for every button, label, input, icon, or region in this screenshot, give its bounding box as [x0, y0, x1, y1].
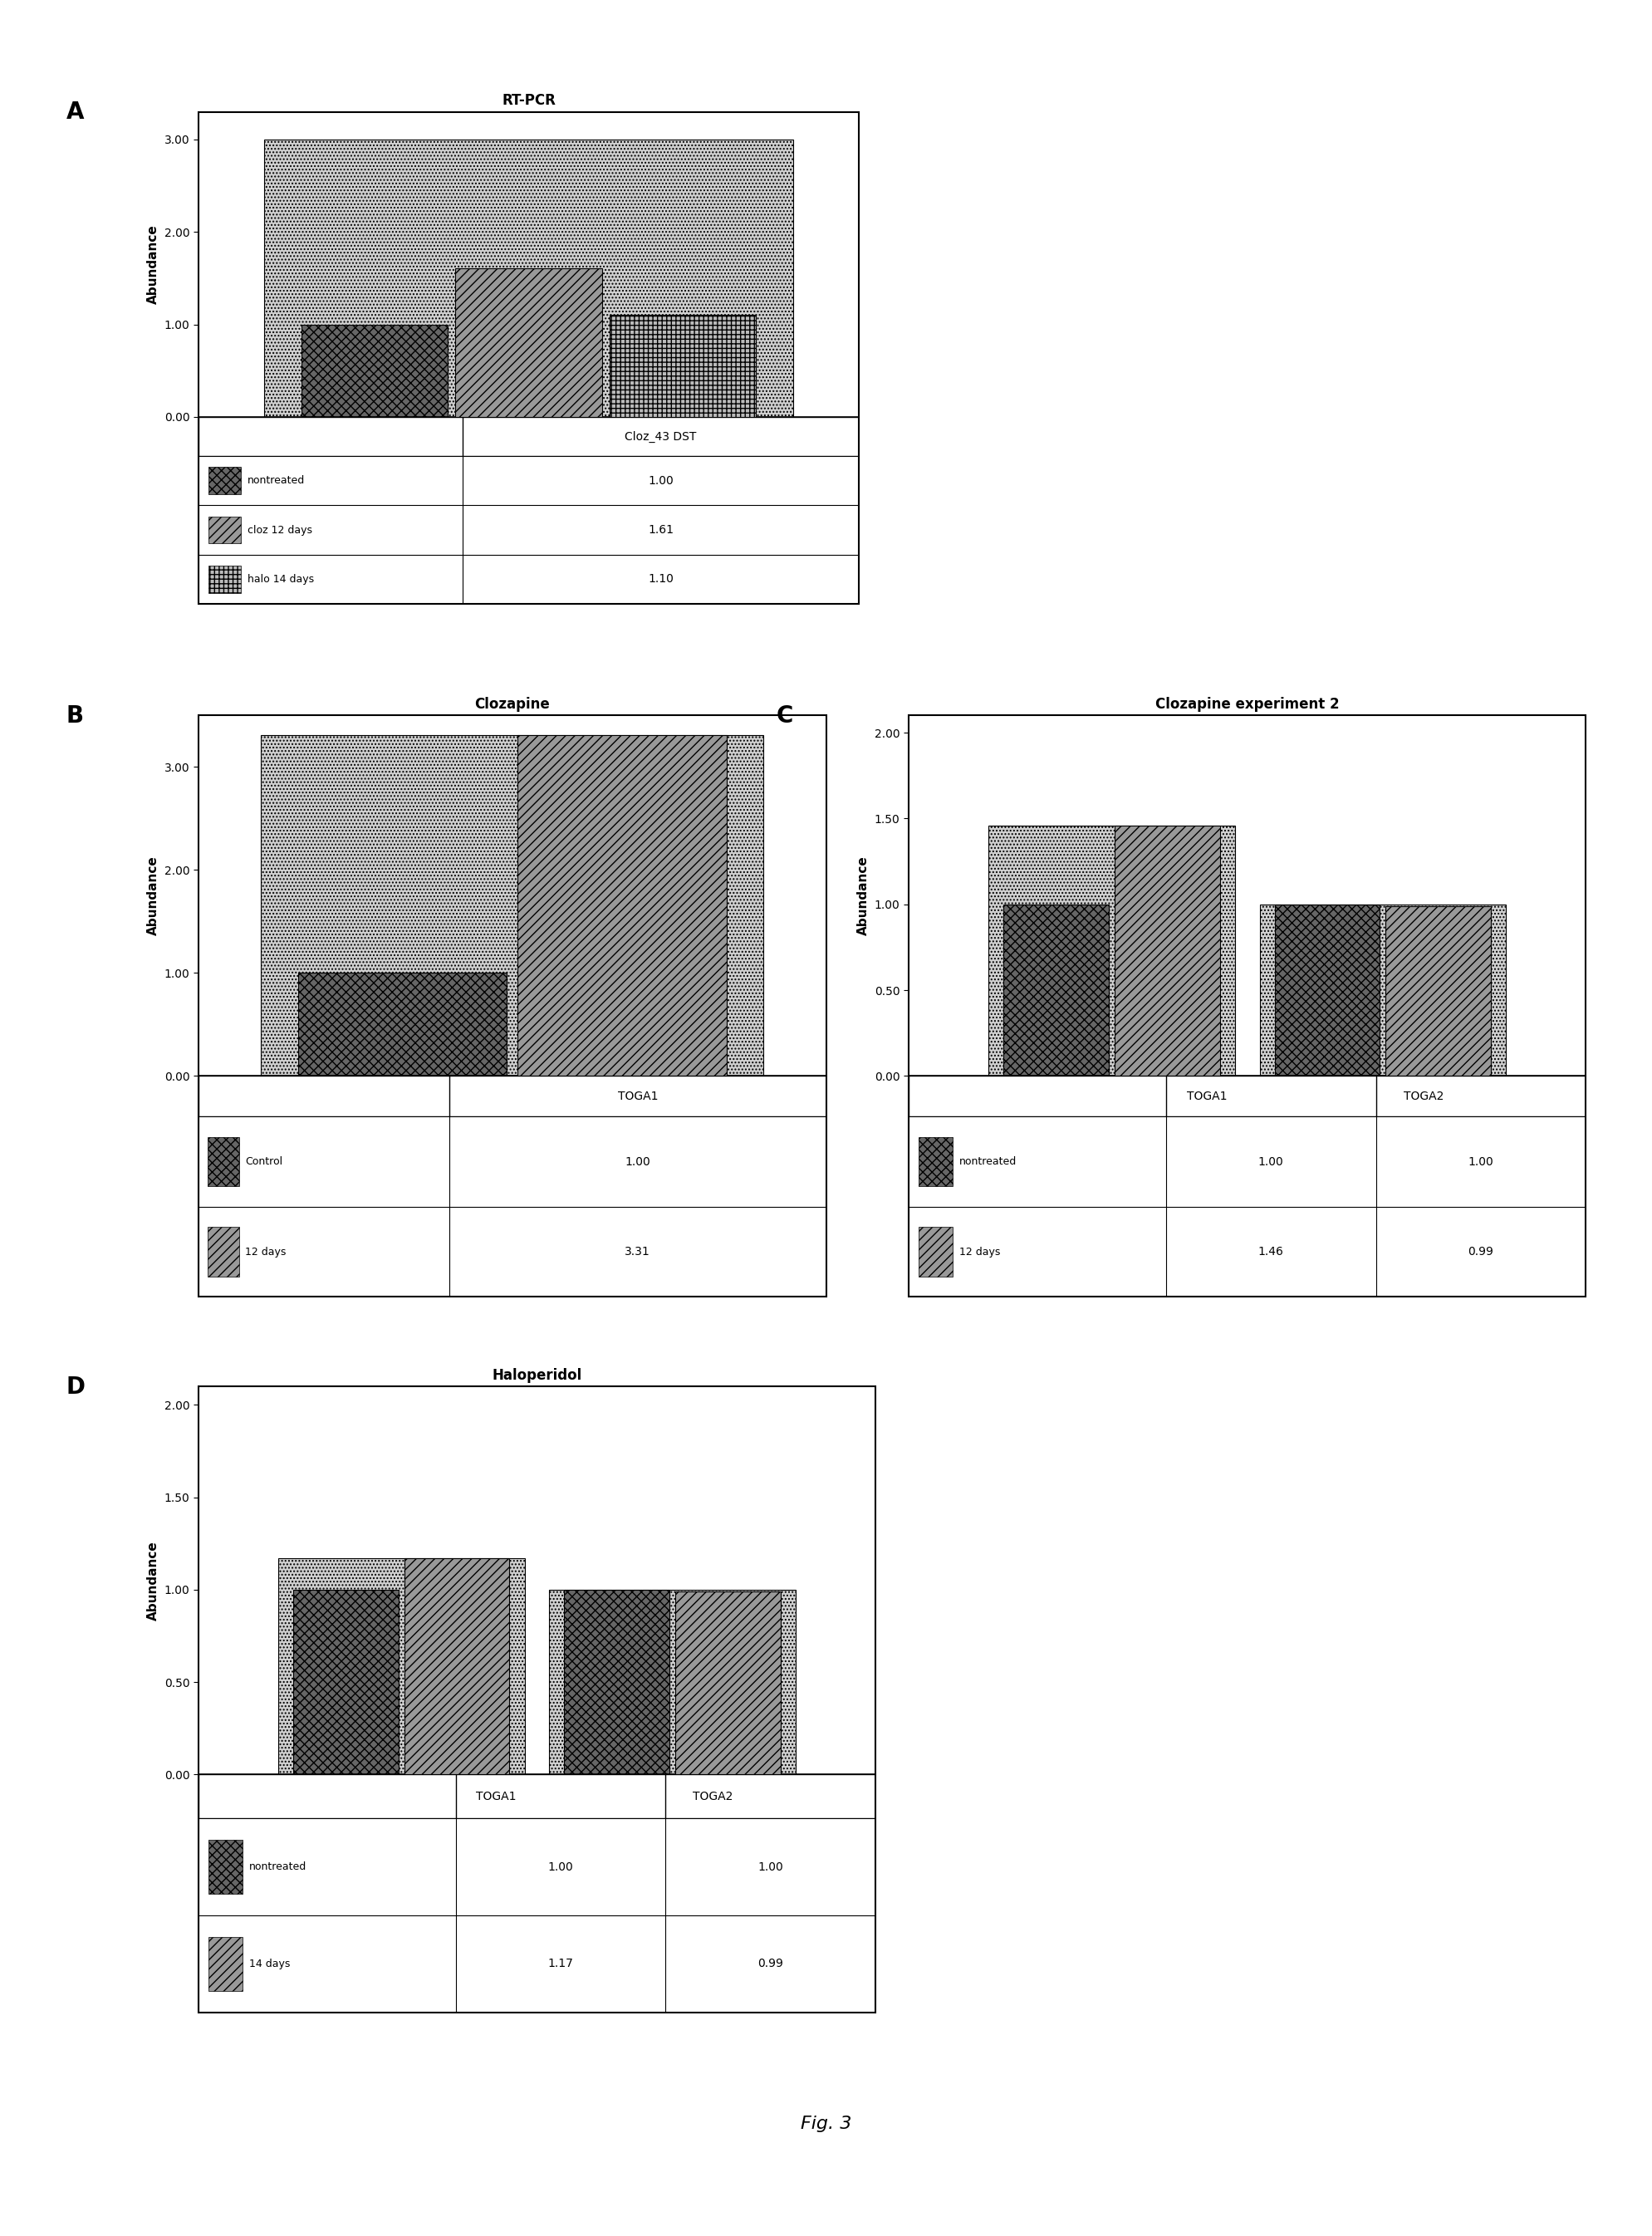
Bar — [456, 268, 601, 416]
Text: 1.00: 1.00 — [624, 1156, 651, 1167]
Bar — [988, 825, 1236, 1076]
Bar — [1259, 903, 1507, 1076]
Bar — [261, 736, 763, 1076]
Text: cloz 12 days: cloz 12 days — [248, 525, 312, 534]
Text: Cloz_43 DST: Cloz_43 DST — [624, 432, 697, 443]
Text: Fig. 3: Fig. 3 — [801, 2115, 851, 2133]
Text: TOGA2: TOGA2 — [1403, 1091, 1444, 1102]
Text: 14 days: 14 days — [249, 1959, 291, 1970]
Text: D: D — [66, 1375, 86, 1398]
Bar — [676, 1592, 780, 1775]
Bar — [1115, 825, 1219, 1076]
Bar — [208, 1228, 240, 1277]
Bar — [264, 139, 793, 416]
Text: nontreated: nontreated — [248, 476, 306, 485]
Text: 1.10: 1.10 — [648, 572, 674, 586]
Bar — [548, 1590, 796, 1775]
Bar — [278, 1558, 525, 1775]
Bar — [301, 324, 448, 416]
Text: 1.17: 1.17 — [548, 1959, 573, 1970]
Text: Control: Control — [244, 1156, 282, 1167]
Bar — [1386, 906, 1490, 1076]
Bar — [208, 566, 241, 593]
Text: 1.00: 1.00 — [548, 1860, 573, 1874]
Text: 1.00: 1.00 — [1469, 1156, 1493, 1167]
Y-axis label: Abundance: Abundance — [147, 224, 160, 304]
Bar — [565, 1590, 669, 1775]
Bar — [517, 736, 727, 1076]
Bar — [1275, 903, 1379, 1076]
Text: 12 days: 12 days — [244, 1245, 286, 1257]
Text: B: B — [66, 704, 84, 727]
Bar — [208, 1936, 243, 1990]
Bar — [297, 973, 507, 1076]
Text: A: A — [66, 101, 84, 123]
Bar — [208, 1136, 240, 1187]
Text: 12 days: 12 days — [960, 1245, 1001, 1257]
Text: nontreated: nontreated — [960, 1156, 1018, 1167]
Text: 3.31: 3.31 — [624, 1245, 651, 1257]
Bar — [208, 1840, 243, 1894]
Bar — [208, 517, 241, 543]
Text: C: C — [776, 704, 793, 727]
Text: TOGA1: TOGA1 — [476, 1791, 517, 1802]
Text: 0.99: 0.99 — [1469, 1245, 1493, 1257]
Bar — [919, 1136, 953, 1187]
Text: 1.46: 1.46 — [1259, 1245, 1284, 1257]
Title: Clozapine: Clozapine — [474, 698, 550, 711]
Bar — [919, 1228, 953, 1277]
Bar — [294, 1590, 398, 1775]
Bar — [208, 467, 241, 494]
Text: 1.61: 1.61 — [648, 523, 674, 537]
Text: 1.00: 1.00 — [648, 474, 674, 487]
Y-axis label: Abundance: Abundance — [147, 1541, 160, 1621]
Y-axis label: Abundance: Abundance — [147, 856, 160, 935]
Text: TOGA1: TOGA1 — [1186, 1091, 1227, 1102]
Text: TOGA2: TOGA2 — [692, 1791, 733, 1802]
Text: 0.99: 0.99 — [758, 1959, 783, 1970]
Title: RT-PCR: RT-PCR — [502, 94, 555, 107]
Text: TOGA1: TOGA1 — [618, 1091, 657, 1102]
Title: Clozapine experiment 2: Clozapine experiment 2 — [1155, 698, 1340, 711]
Title: Haloperidol: Haloperidol — [492, 1368, 582, 1382]
Text: nontreated: nontreated — [249, 1860, 307, 1872]
Text: 1.00: 1.00 — [1259, 1156, 1284, 1167]
Text: halo 14 days: halo 14 days — [248, 575, 314, 584]
Bar — [405, 1558, 509, 1775]
Bar — [610, 315, 757, 416]
Y-axis label: Abundance: Abundance — [857, 856, 871, 935]
Text: 1.00: 1.00 — [758, 1860, 783, 1874]
Bar — [1004, 903, 1108, 1076]
